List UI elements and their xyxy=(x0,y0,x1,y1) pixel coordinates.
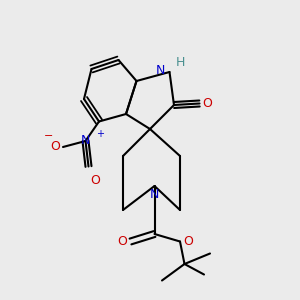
Text: −: − xyxy=(44,131,53,141)
Text: H: H xyxy=(176,56,185,69)
Text: O: O xyxy=(90,174,100,187)
Text: N: N xyxy=(81,134,90,148)
Text: O: O xyxy=(118,235,128,248)
Text: +: + xyxy=(96,129,104,139)
Text: O: O xyxy=(183,235,193,248)
Text: O: O xyxy=(202,97,212,110)
Text: O: O xyxy=(50,140,60,154)
Text: N: N xyxy=(156,64,165,77)
Text: N: N xyxy=(150,188,159,200)
